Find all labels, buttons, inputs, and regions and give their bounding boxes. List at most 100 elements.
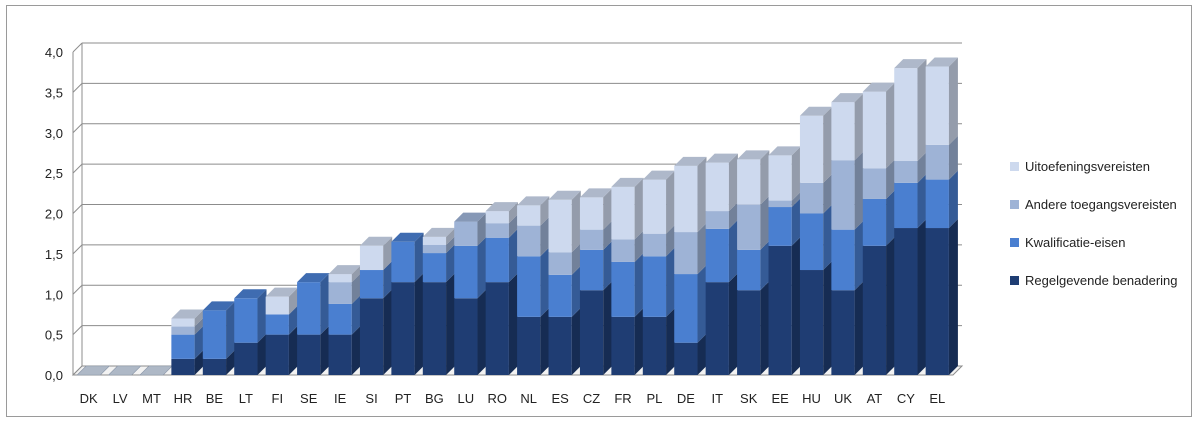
bar-stack-uk bbox=[831, 93, 864, 375]
x-tick-label: IT bbox=[712, 391, 724, 406]
bar-it-3-side bbox=[728, 202, 738, 229]
bar-uk-3-side bbox=[854, 151, 864, 230]
y-tick-label: 1,0 bbox=[45, 287, 63, 302]
x-tick-label: NL bbox=[520, 391, 537, 406]
legend-item: Kwalificatie-eisen bbox=[1010, 235, 1125, 250]
bar-lu-1-side bbox=[477, 289, 487, 375]
bar-es-3 bbox=[548, 252, 572, 275]
bar-sk-2 bbox=[737, 249, 761, 291]
bar-fi-2 bbox=[265, 314, 289, 335]
bar-pt-1 bbox=[391, 282, 415, 375]
gridline-depth bbox=[72, 42, 83, 53]
bar-fi-4 bbox=[265, 296, 289, 315]
bar-fi-2-side bbox=[288, 305, 298, 335]
bar-es-2-side bbox=[571, 265, 581, 317]
bar-top-fr bbox=[611, 177, 644, 187]
bar-hr-2-side bbox=[194, 325, 204, 359]
bar-fr-3 bbox=[611, 239, 635, 262]
bar-pt-1-side bbox=[414, 273, 424, 375]
bar-stack-se bbox=[297, 273, 330, 375]
bar-top-lt bbox=[234, 289, 267, 299]
bar-stack-ro bbox=[485, 202, 518, 375]
bar-lu-3-side bbox=[477, 212, 487, 246]
legend-item: Uitoefeningsvereisten bbox=[1010, 159, 1150, 174]
legend-label: Kwalificatie-eisen bbox=[1025, 235, 1125, 250]
bar-cy-3-side bbox=[917, 152, 927, 183]
bar-ie-2-side bbox=[351, 294, 361, 335]
bar-pl-2-side bbox=[666, 247, 676, 317]
bar-cz-3-side bbox=[603, 220, 613, 250]
gridline-depth bbox=[72, 284, 83, 295]
x-tick-label: EL bbox=[929, 391, 945, 406]
bar-stack-cy bbox=[894, 59, 927, 375]
bar-cy-4 bbox=[894, 68, 918, 162]
bar-stack-el bbox=[925, 57, 958, 375]
bar-hr-4-side bbox=[194, 309, 204, 327]
bar-cz-3 bbox=[579, 229, 604, 250]
bar-uk-1 bbox=[831, 290, 855, 375]
bar-el-3-side bbox=[948, 135, 958, 180]
y-tick-label: 0,5 bbox=[45, 328, 63, 343]
bar-fi-1-side bbox=[288, 325, 298, 375]
bar-hu-4-side bbox=[823, 106, 833, 183]
bar-ie-1-side bbox=[351, 325, 361, 375]
legend-label: Andere toegangsvereisten bbox=[1025, 197, 1177, 212]
x-tick-label: CZ bbox=[583, 391, 600, 406]
bar-top-es bbox=[548, 190, 581, 200]
bar-top-ee bbox=[768, 146, 801, 156]
bar-stack-be bbox=[202, 301, 236, 375]
x-tick-label: BE bbox=[206, 391, 224, 406]
bar-ee-3-side bbox=[791, 191, 801, 208]
bar-cz-2 bbox=[579, 249, 604, 291]
bar-nl-2 bbox=[517, 256, 541, 317]
bar-hu-3 bbox=[799, 182, 824, 214]
bar-hr-1-side bbox=[194, 349, 204, 375]
bar-it-4 bbox=[705, 162, 729, 212]
bar-ie-1 bbox=[328, 334, 352, 375]
bar-fr-2 bbox=[611, 261, 635, 317]
bar-top-el bbox=[925, 57, 958, 67]
bar-bg-1 bbox=[422, 282, 447, 375]
bar-ro-1 bbox=[485, 282, 509, 375]
bar-si-1-side bbox=[383, 289, 393, 375]
bar-be-2-side bbox=[226, 301, 236, 359]
bar-stack-pt bbox=[391, 232, 424, 375]
bar-cz-2-side bbox=[603, 240, 613, 291]
bar-top-lu bbox=[454, 212, 487, 222]
bar-uk-4 bbox=[831, 102, 855, 161]
bar-de-1 bbox=[674, 342, 698, 375]
bar-ro-2 bbox=[485, 237, 509, 283]
bar-stack-dk bbox=[76, 365, 111, 376]
bar-stack-ie bbox=[328, 265, 361, 375]
bar-it-1-side bbox=[728, 273, 738, 375]
bar-ee-3 bbox=[768, 200, 792, 208]
x-tick-label: EE bbox=[771, 391, 789, 406]
bar-top-cy bbox=[894, 59, 927, 69]
bar-ee-2 bbox=[768, 207, 792, 246]
bar-sk-4-side bbox=[760, 150, 770, 205]
bar-top-it bbox=[705, 153, 738, 163]
bar-cy-1 bbox=[894, 228, 918, 375]
bar-stack-lv bbox=[107, 365, 142, 376]
bar-fi-1 bbox=[265, 334, 289, 375]
bar-hu-1-side bbox=[823, 261, 833, 375]
bar-pl-1 bbox=[642, 316, 667, 375]
bar-de-4 bbox=[674, 165, 698, 233]
gridline-depth bbox=[72, 244, 83, 255]
bar-top-ro bbox=[485, 202, 518, 212]
bar-bg-2-side bbox=[446, 244, 456, 283]
bar-fr-1-side bbox=[634, 307, 644, 375]
y-tick-label: 1,5 bbox=[45, 247, 63, 262]
gridline-depth bbox=[72, 163, 83, 174]
legend-swatch bbox=[1010, 276, 1019, 285]
x-tick-label: HU bbox=[802, 391, 821, 406]
bar-hu-2 bbox=[799, 213, 824, 271]
bar-ro-3-side bbox=[508, 214, 518, 238]
bar-nl-3-side bbox=[540, 216, 550, 257]
bar-de-2-side bbox=[697, 265, 707, 343]
bar-at-1 bbox=[862, 245, 887, 375]
bar-cz-4-side bbox=[603, 188, 613, 230]
bar-top-uk bbox=[831, 93, 864, 103]
gridline-depth bbox=[72, 325, 83, 335]
bar-fr-4 bbox=[611, 186, 635, 240]
